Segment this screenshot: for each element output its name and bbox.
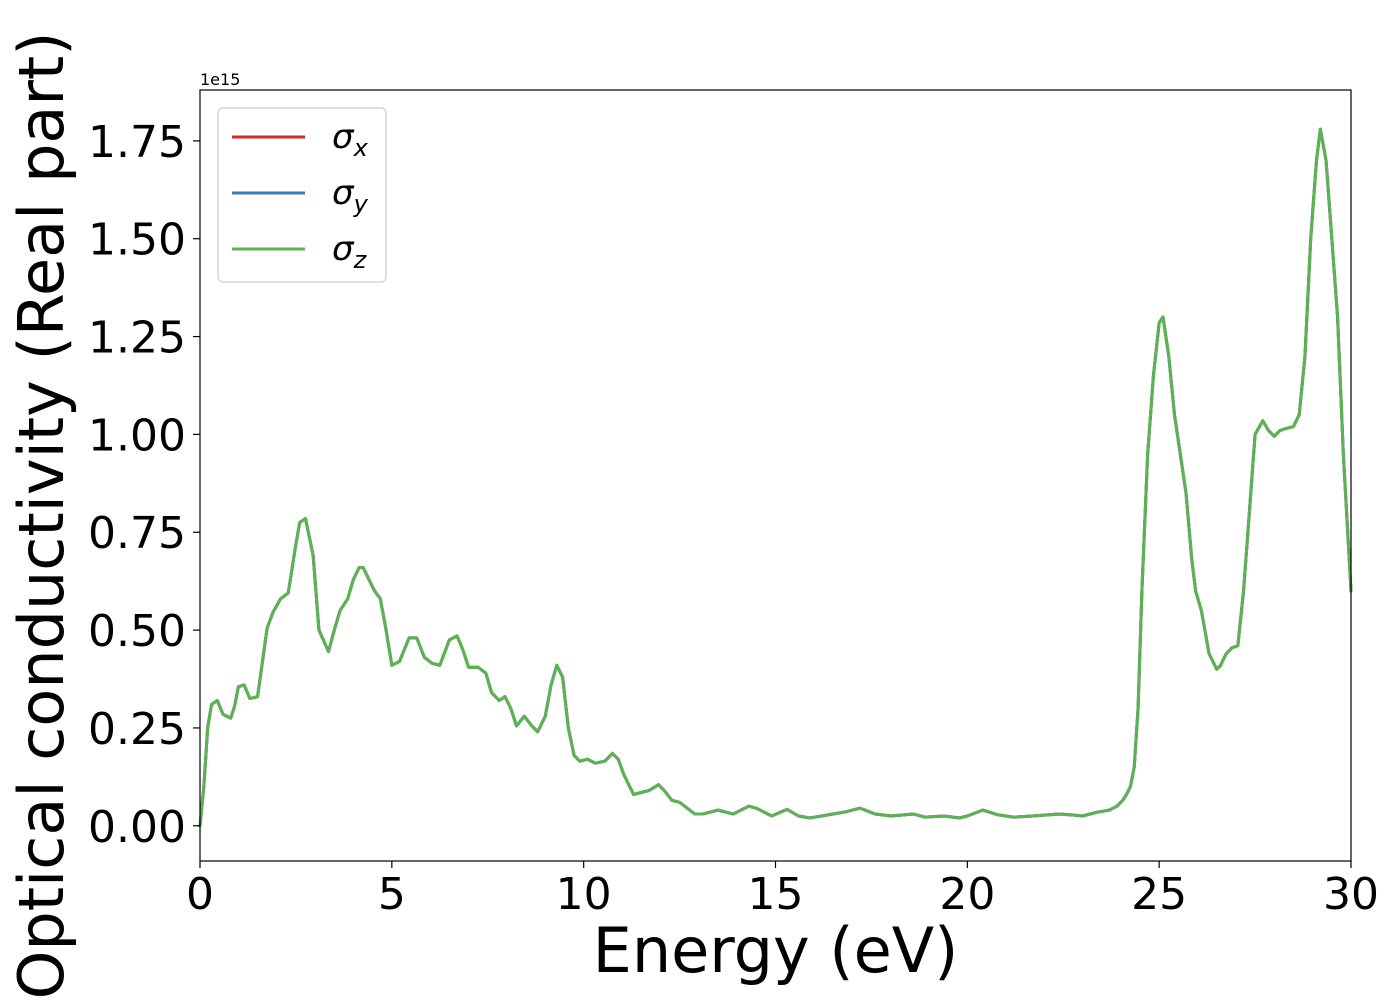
y-tick-label: 1.75 xyxy=(88,117,186,168)
y-axis: 0.00 0.25 0.50 0.75 1.00 1.25 1.50 1.75 xyxy=(88,117,200,853)
y-tick-label: 1.50 xyxy=(88,215,186,266)
legend-label-y: σy xyxy=(332,173,369,218)
y-axis-label: Optical conductivity (Real part) xyxy=(5,32,78,1000)
x-axis: 0 5 10 15 20 25 30 xyxy=(186,861,1379,920)
y-tick-label: 1.25 xyxy=(88,313,186,364)
legend-box xyxy=(217,107,387,283)
x-tick-label: 0 xyxy=(186,869,214,920)
y-tick-label: 0.00 xyxy=(88,802,186,853)
legend: σx σy σz xyxy=(217,107,387,283)
y-tick-label: 1.00 xyxy=(88,410,186,461)
series-line-z xyxy=(198,127,1353,828)
x-tick-label: 30 xyxy=(1323,869,1379,920)
x-tick-label: 5 xyxy=(378,869,406,920)
legend-label-x: σx xyxy=(332,117,369,162)
legend-label-z: σz xyxy=(332,229,368,274)
x-tick-label: 20 xyxy=(939,869,995,920)
y-scale-label: 1e15 xyxy=(200,70,240,89)
y-tick-label: 0.50 xyxy=(88,606,186,657)
series-layer xyxy=(198,127,1353,828)
x-axis-label: Energy (eV) xyxy=(593,914,959,987)
y-tick-label: 0.75 xyxy=(88,508,186,559)
x-tick-label: 25 xyxy=(1131,869,1187,920)
y-tick-label: 0.25 xyxy=(88,704,186,755)
x-tick-label: 10 xyxy=(556,869,612,920)
x-tick-label: 15 xyxy=(748,869,804,920)
